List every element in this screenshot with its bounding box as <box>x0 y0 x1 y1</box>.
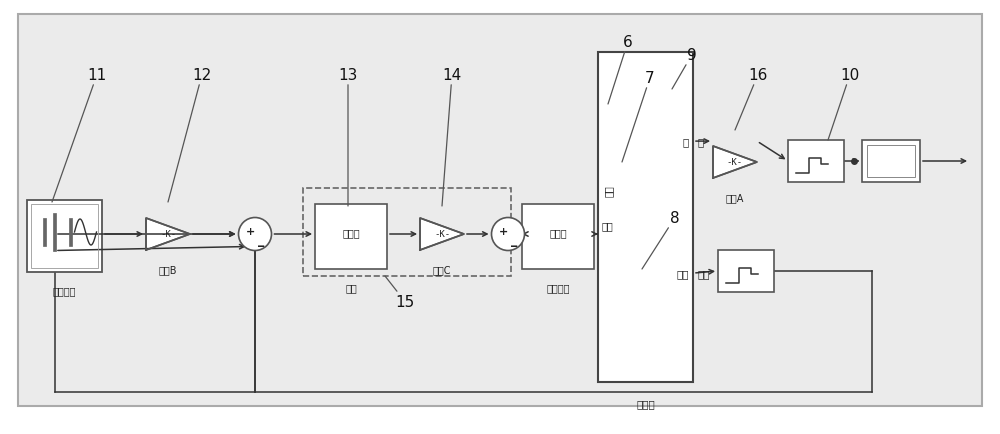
FancyBboxPatch shape <box>315 204 387 270</box>
Text: _: _ <box>258 234 264 247</box>
Text: +: + <box>499 227 509 237</box>
Text: 力: 力 <box>697 137 703 147</box>
Text: 8: 8 <box>642 210 680 270</box>
Text: 电压: 电压 <box>602 220 614 230</box>
Text: 比例: 比例 <box>345 283 357 293</box>
Text: 10: 10 <box>828 68 860 141</box>
Text: -K-: -K- <box>727 158 743 167</box>
Text: +: + <box>246 227 256 237</box>
FancyBboxPatch shape <box>43 219 46 246</box>
Text: 14: 14 <box>442 68 462 207</box>
Text: 增益C: 增益C <box>433 264 451 274</box>
FancyBboxPatch shape <box>68 219 72 246</box>
Polygon shape <box>146 218 190 250</box>
Text: 11: 11 <box>52 68 107 203</box>
Text: 电压: 电压 <box>604 185 614 197</box>
Circle shape <box>492 218 524 251</box>
Circle shape <box>238 218 272 251</box>
Text: 促动器: 促动器 <box>636 398 655 408</box>
FancyBboxPatch shape <box>598 53 693 382</box>
Text: 9: 9 <box>672 48 697 90</box>
Text: 电流: 电流 <box>697 269 710 279</box>
Text: 电流: 电流 <box>676 269 689 279</box>
Text: 控制器: 控制器 <box>342 228 360 238</box>
Text: -K-: -K- <box>160 230 176 239</box>
Text: 7: 7 <box>622 71 655 163</box>
FancyBboxPatch shape <box>718 250 774 293</box>
Text: 增益A: 增益A <box>726 193 744 203</box>
Polygon shape <box>713 147 757 178</box>
Text: 16: 16 <box>735 68 768 131</box>
FancyBboxPatch shape <box>53 214 56 252</box>
Text: 比例积分: 比例积分 <box>546 283 570 293</box>
Text: 正弦信号: 正弦信号 <box>53 285 76 295</box>
Text: 15: 15 <box>385 276 415 309</box>
FancyBboxPatch shape <box>522 204 594 270</box>
Text: 6: 6 <box>608 35 633 105</box>
FancyBboxPatch shape <box>27 201 102 273</box>
Text: _: _ <box>511 234 517 247</box>
FancyBboxPatch shape <box>862 141 920 183</box>
FancyBboxPatch shape <box>18 15 982 406</box>
FancyBboxPatch shape <box>788 141 844 183</box>
Polygon shape <box>420 218 464 250</box>
Text: 增益B: 增益B <box>159 264 177 274</box>
Text: 力: 力 <box>683 137 689 147</box>
Text: 12: 12 <box>168 68 212 203</box>
Text: 控制器: 控制器 <box>549 228 567 238</box>
Text: 13: 13 <box>338 68 358 207</box>
Text: -K-: -K- <box>434 230 450 239</box>
